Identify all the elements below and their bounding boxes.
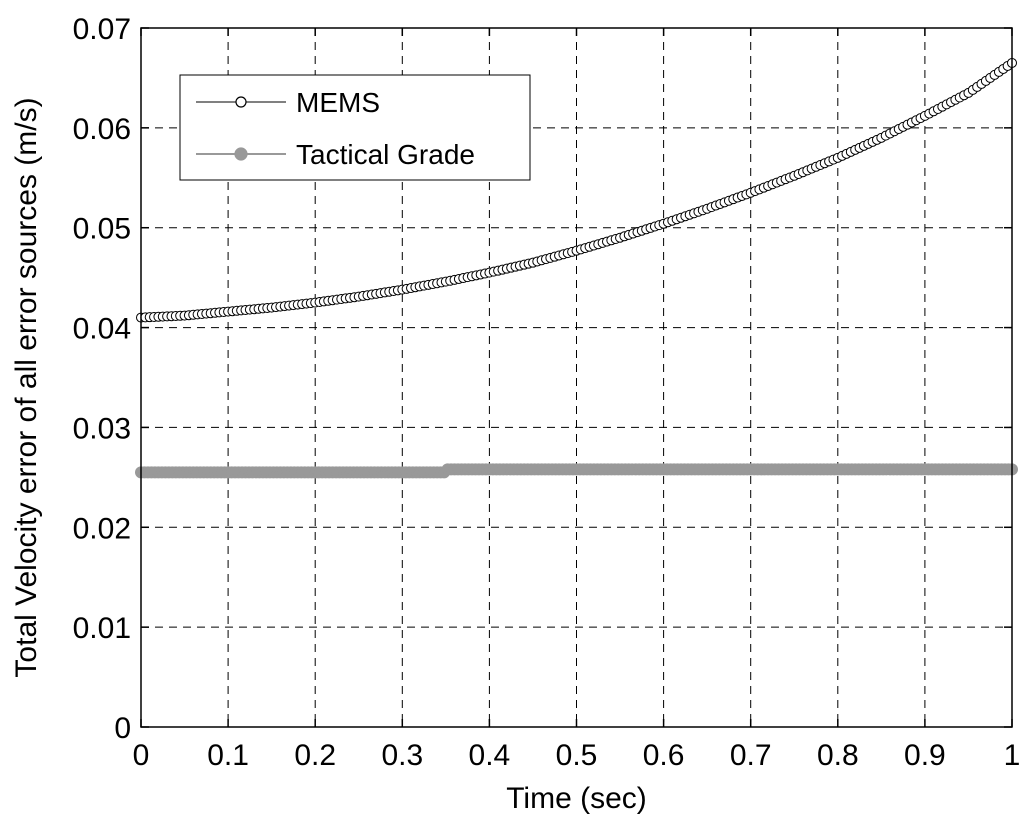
series-layer [135,57,1018,479]
x-tick-label: 0.4 [469,739,511,772]
series-mems [136,57,1017,323]
y-tick-label: 0.05 [73,213,131,246]
y-tick-label: 0 [114,712,131,745]
legend: MEMS Tactical Grade [179,74,531,181]
x-tick-label: 0.9 [904,739,946,772]
legend-entry-mems: MEMS [196,87,380,118]
tick-marks [140,27,1013,728]
legend-marker-tactical-grade [234,147,248,161]
legend-entry-tactical-grade: Tactical Grade [196,139,475,170]
x-tick-labels: 0 0.1 0.2 0.3 0.4 0.5 0.6 0.7 0.8 0.9 1 [133,739,1021,772]
y-axis-title: Total Velocity error of all error source… [10,97,43,677]
legend-label-tactical-grade: Tactical Grade [296,139,475,170]
x-axis-title: Time (sec) [506,782,647,815]
x-tick-label: 0.7 [730,739,772,772]
x-tick-label: 0.3 [381,739,423,772]
y-tick-labels: 0 0.01 0.02 0.03 0.04 0.05 0.06 0.07 [73,13,131,745]
legend-box [179,74,531,181]
x-tick-label: 0.1 [207,739,249,772]
y-tick-label: 0.01 [73,612,131,645]
legend-label-mems: MEMS [296,87,380,118]
x-tick-label: 0.5 [556,739,598,772]
x-tick-label: 0.8 [817,739,859,772]
x-tick-label: 1 [1004,739,1021,772]
y-tick-label: 0.04 [73,313,131,346]
y-tick-label: 0.07 [73,13,131,46]
x-tick-label: 0.2 [294,739,336,772]
x-tick-label: 0.6 [643,739,685,772]
series-tactical-grade [135,463,1018,479]
legend-marker-mems [235,96,247,108]
y-tick-label: 0.06 [73,113,131,146]
y-tick-label: 0.03 [73,412,131,445]
y-tick-label: 0.02 [73,512,131,545]
x-tick-label: 0 [133,739,150,772]
